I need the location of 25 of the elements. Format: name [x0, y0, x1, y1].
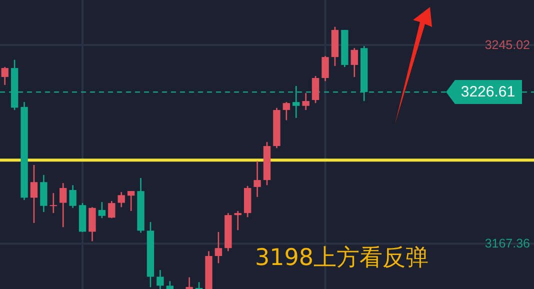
candlestick [350, 47, 358, 78]
candlestick [282, 101, 290, 121]
candlestick [60, 182, 67, 228]
candlestick [88, 206, 96, 242]
candlestick [312, 75, 320, 104]
candlestick [30, 164, 38, 224]
candlestick [69, 184, 76, 209]
candlestick [214, 231, 222, 264]
candlestick [40, 174, 48, 213]
candlestick [108, 200, 116, 219]
candlestick [98, 201, 106, 219]
candlestick [156, 269, 164, 289]
y-tick-label: 3167.36 [484, 236, 530, 251]
candlestick [234, 210, 242, 231]
candlestick [50, 192, 57, 214]
annotation: 3198上方看反弹 [255, 245, 429, 271]
candlestick [186, 276, 193, 289]
candlestick [118, 191, 125, 208]
candlestick [254, 160, 261, 198]
y-tick-label: 3245.02 [484, 38, 530, 52]
candlestick [302, 92, 310, 111]
candlestick [127, 190, 135, 212]
ref-line-label: 3226.61 [460, 84, 516, 101]
candlestick [322, 55, 329, 82]
candlestick [1, 66, 8, 86]
